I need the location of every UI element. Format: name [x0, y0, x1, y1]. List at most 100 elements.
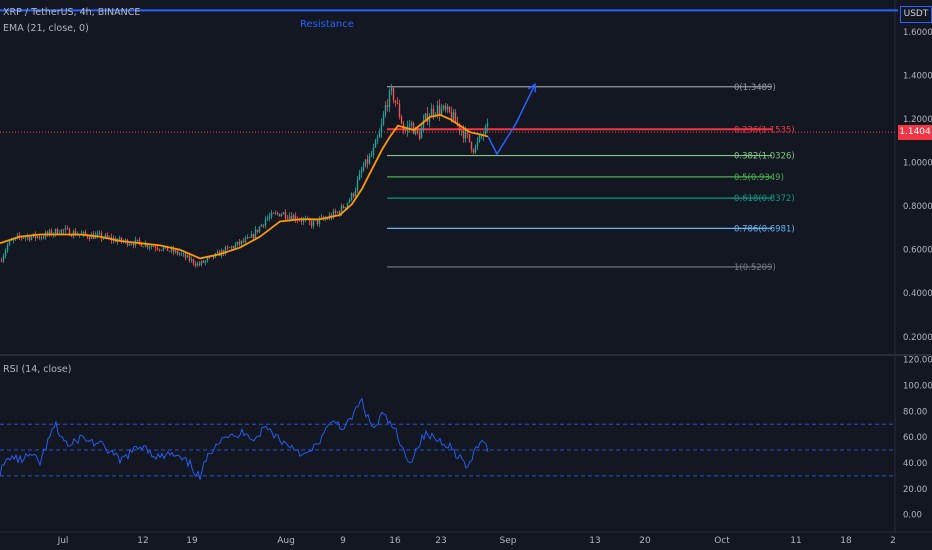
candle-body	[254, 229, 257, 239]
time-tick-label: 12	[137, 536, 148, 546]
candle-body	[262, 224, 265, 226]
candle-body	[448, 106, 451, 113]
candle-body	[272, 212, 275, 214]
candle-body	[366, 159, 369, 164]
candle-body	[354, 190, 357, 197]
candle-body	[198, 263, 201, 265]
candle-body	[190, 259, 193, 261]
projection-path	[487, 84, 536, 156]
candle-body	[132, 244, 135, 246]
candle-body	[290, 216, 293, 220]
candle-body	[66, 228, 69, 230]
candle-body	[396, 102, 399, 104]
candle-body	[380, 124, 383, 133]
candle-body	[336, 211, 339, 213]
candle-body	[98, 233, 101, 235]
candle-body	[364, 159, 367, 167]
candle-body	[244, 238, 247, 242]
candle-body	[430, 108, 433, 117]
candle-body	[454, 112, 457, 122]
candle-body	[286, 218, 289, 220]
candle-body	[294, 215, 297, 220]
candle-body	[474, 145, 477, 153]
last-price-tag: 1.1404	[898, 125, 932, 140]
candle-body	[106, 234, 109, 238]
candle-body	[428, 116, 431, 122]
candle-body	[318, 218, 321, 224]
candle-body	[316, 219, 319, 224]
candle-body	[238, 241, 241, 245]
candle-body	[196, 263, 199, 266]
time-tick-label: 2	[890, 536, 896, 546]
rsi-tick-label: 60.00	[903, 433, 927, 443]
candle-body	[186, 255, 189, 258]
candle-body	[150, 246, 153, 247]
candle-body	[170, 248, 173, 252]
candle-body	[374, 140, 377, 148]
time-tick-label: 20	[639, 536, 651, 546]
ema-line	[0, 113, 489, 260]
candle-body	[88, 237, 91, 239]
price-tick-label: 1.0000	[903, 159, 932, 169]
candle-body	[446, 106, 449, 110]
candle-body	[40, 237, 43, 239]
candle-body	[476, 141, 479, 146]
price-tick-label: 1.4000	[903, 72, 932, 82]
resistance-label: Resistance	[300, 19, 354, 30]
candle-body	[320, 217, 323, 219]
candle-body	[332, 210, 335, 218]
candle-body	[434, 114, 437, 115]
candle-body	[324, 218, 327, 220]
candle-body	[368, 156, 371, 164]
candle-body	[28, 236, 31, 240]
candle-body	[248, 237, 251, 239]
time-tick-label: Jul	[57, 536, 69, 546]
candle-body	[46, 232, 49, 235]
candle-body	[472, 149, 475, 153]
candle-body	[16, 235, 19, 238]
candle-body	[96, 233, 99, 235]
rsi-indicator-label[interactable]: RSI (14, close)	[3, 364, 72, 375]
candle-body	[478, 135, 481, 142]
candle-body	[312, 220, 315, 226]
candle-body	[216, 251, 219, 254]
candle-body	[370, 155, 373, 157]
candle-body	[390, 88, 393, 91]
candle-body	[74, 231, 77, 236]
rsi-tick-label: 40.00	[903, 459, 927, 469]
candle-body	[234, 244, 237, 248]
candle-body	[226, 247, 229, 249]
candle-body	[260, 224, 263, 227]
candle-body	[302, 219, 305, 222]
candle-body	[456, 121, 459, 124]
ema-indicator-label[interactable]: EMA (21, close, 0)	[3, 23, 89, 34]
candle-body	[62, 229, 65, 231]
fib-level-label: 0.236(1.1535)	[734, 125, 795, 135]
candle-body	[382, 114, 385, 125]
candle-body	[362, 166, 365, 171]
time-tick-label: Oct	[714, 536, 730, 546]
rsi-tick-label: 20.00	[903, 485, 927, 495]
candle-body	[274, 213, 277, 214]
candle-body	[392, 88, 395, 101]
candle-body	[458, 123, 461, 131]
candle-body	[84, 231, 87, 235]
candle-body	[414, 127, 417, 135]
candle-body	[352, 193, 355, 197]
candle-body	[298, 219, 301, 221]
currency-button[interactable]: USDT	[900, 6, 932, 23]
time-tick-label: 16	[389, 536, 401, 546]
price-tick-label: 0.8000	[903, 202, 932, 212]
candle-body	[404, 130, 407, 132]
candle-body	[82, 231, 85, 234]
candle-body	[130, 244, 133, 245]
candle-body	[282, 212, 285, 215]
candle-body	[8, 240, 11, 246]
candle-body	[326, 218, 329, 220]
candle-body	[376, 137, 379, 141]
candle-body	[36, 236, 39, 238]
candle-body	[436, 105, 439, 115]
candle-body	[124, 239, 127, 242]
candle-body	[420, 127, 423, 139]
candle-body	[356, 179, 359, 191]
